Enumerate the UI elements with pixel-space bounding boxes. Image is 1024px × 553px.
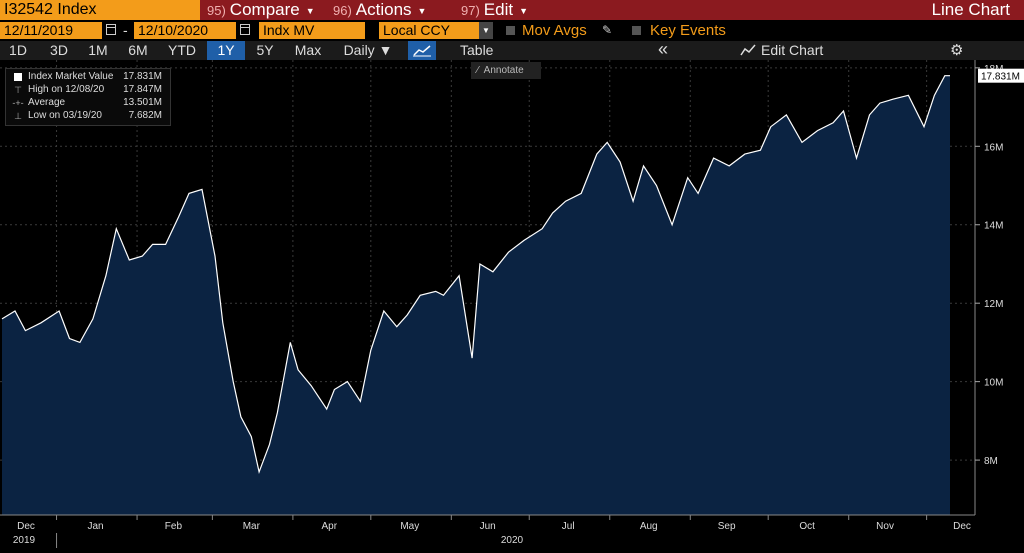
start-date-field[interactable]: 12/11/2019 [0,22,102,39]
last-value-flag [978,68,1024,83]
menu-label: Actions [355,0,412,19]
legend-label: Average [28,97,66,108]
y-tick-label: 8M [984,456,998,467]
range-1m-button[interactable]: 1M [88,42,108,58]
legend-row: ⊤ High on 12/08/20 17.847M [10,84,166,96]
compare-menu[interactable]: 95) Compare ▼ [207,0,315,20]
end-date-field[interactable]: 12/10/2020 [134,22,236,39]
legend-value: 17.847M [123,84,162,95]
frequency-dropdown[interactable]: Daily ▼ [343,42,393,58]
x-tick-label: Jan [87,521,103,532]
annotate-label: Annotate [483,65,524,76]
legend-box: Index Market Value 17.831M ⊤ High on 12/… [5,68,171,126]
y-tick-label: 16M [984,142,1003,153]
menu-number: 97) [461,3,480,18]
x-tick-label: Jul [562,521,575,532]
high-marker-icon: ⊤ [14,85,22,95]
legend-value: 7.682M [128,110,162,121]
mov-avgs-checkbox[interactable] [506,26,515,35]
ticker-field[interactable]: I32542 Index [0,0,200,20]
x-tick-label: Dec [17,521,35,532]
x-tick-label: Jun [480,521,496,532]
low-marker-icon: ⊥ [14,111,22,121]
range-3d-button[interactable]: 3D [50,42,68,58]
y-axis-panel [975,60,1024,548]
y-tick-label: 10M [984,378,1003,389]
pencil-icon: ⁄ [477,65,479,76]
chart-area: 8M10M12M14M16M18M17.831MDecJanFebMarAprM… [0,60,1024,548]
legend-label: Index Market Value [28,71,114,82]
controls-bar: 12/11/2019 - 12/10/2020 Indx MV Local CC… [0,21,1024,40]
year-label: 2020 [501,535,524,546]
edit-menu[interactable]: 97) Edit ▼ [461,0,528,20]
mov-avgs-label[interactable]: Mov Avgs [522,22,587,39]
legend-label: High on 12/08/20 [28,84,105,95]
line-chart-icon[interactable] [408,41,436,60]
menu-label: Edit [483,0,514,19]
x-tick-label: Sep [718,521,736,532]
range-5y-button[interactable]: 5Y [256,42,274,58]
legend-value: 13.501M [123,97,162,108]
range-1d-button[interactable]: 1D [9,42,27,58]
chart-type-title: Line Chart [931,0,1010,19]
x-tick-label: Oct [799,521,815,532]
last-value-label: 17.831M [981,72,1020,83]
legend-label: Low on 03/19/20 [28,110,102,121]
range-toolbar: 1D 3D 1M 6M YTD 1Y 5Y Max Daily ▼ Table … [0,39,1024,60]
range-ytd-button[interactable]: YTD [168,42,196,58]
series-line [1,75,950,474]
annotate-button[interactable]: ⁄ Annotate [471,62,541,79]
key-events-label[interactable]: Key Events [650,22,726,39]
series-area [2,75,950,515]
x-tick-label: Feb [165,521,183,532]
table-button[interactable]: Table [460,42,494,58]
x-tick-label: Dec [953,521,971,532]
x-tick-label: Aug [640,521,658,532]
x-tick-label: May [400,521,419,532]
range-max-button[interactable]: Max [294,42,322,58]
series-swatch [14,73,22,81]
edit-chart-button[interactable]: Edit Chart [740,41,823,60]
caret-down-icon: ▼ [417,5,427,16]
legend-row: -+- Average 13.501M [10,97,166,109]
calendar-icon[interactable] [240,24,250,35]
menu-number: 95) [207,3,226,18]
caret-down-icon[interactable]: ▼ [479,22,493,39]
field-selector[interactable]: Indx MV [259,22,365,39]
legend-row: Index Market Value 17.831M [10,71,166,83]
menu-label: Compare [229,0,300,19]
range-1y-button[interactable]: 1Y [207,41,245,60]
pencil-icon[interactable]: ✎ [602,23,613,37]
collapse-icon[interactable]: « [658,39,669,59]
menu-number: 96) [333,3,352,18]
x-tick-label: Apr [321,521,337,532]
y-tick-label: 14M [984,221,1003,232]
x-axis-panel [0,515,1024,548]
date-separator: - [123,22,128,38]
average-marker-icon: -+- [12,98,24,108]
x-tick-label: Nov [876,521,894,532]
line-chart: 8M10M12M14M16M18M17.831MDecJanFebMarAprM… [0,60,1024,548]
actions-menu[interactable]: 96) Actions ▼ [333,0,426,20]
range-6m-button[interactable]: 6M [128,42,148,58]
x-tick-label: Mar [243,521,261,532]
legend-value: 17.831M [123,71,162,82]
y-tick-label: 12M [984,299,1003,310]
calendar-icon[interactable] [106,24,116,35]
key-events-checkbox[interactable] [632,26,641,35]
caret-down-icon: ▼ [519,5,529,16]
header-bar: I32542 Index 95) Compare ▼ 96) Actions ▼ 97)… [0,0,1024,20]
currency-selector[interactable]: Local CCY [379,22,479,39]
year-label: 2019 [13,535,36,546]
gear-icon[interactable]: ⚙ [950,42,964,59]
edit-chart-label: Edit Chart [761,42,824,58]
edit-chart-icon [740,44,756,56]
legend-row: ⊥ Low on 03/19/20 7.682M [10,110,166,122]
caret-down-icon: ▼ [305,5,315,16]
